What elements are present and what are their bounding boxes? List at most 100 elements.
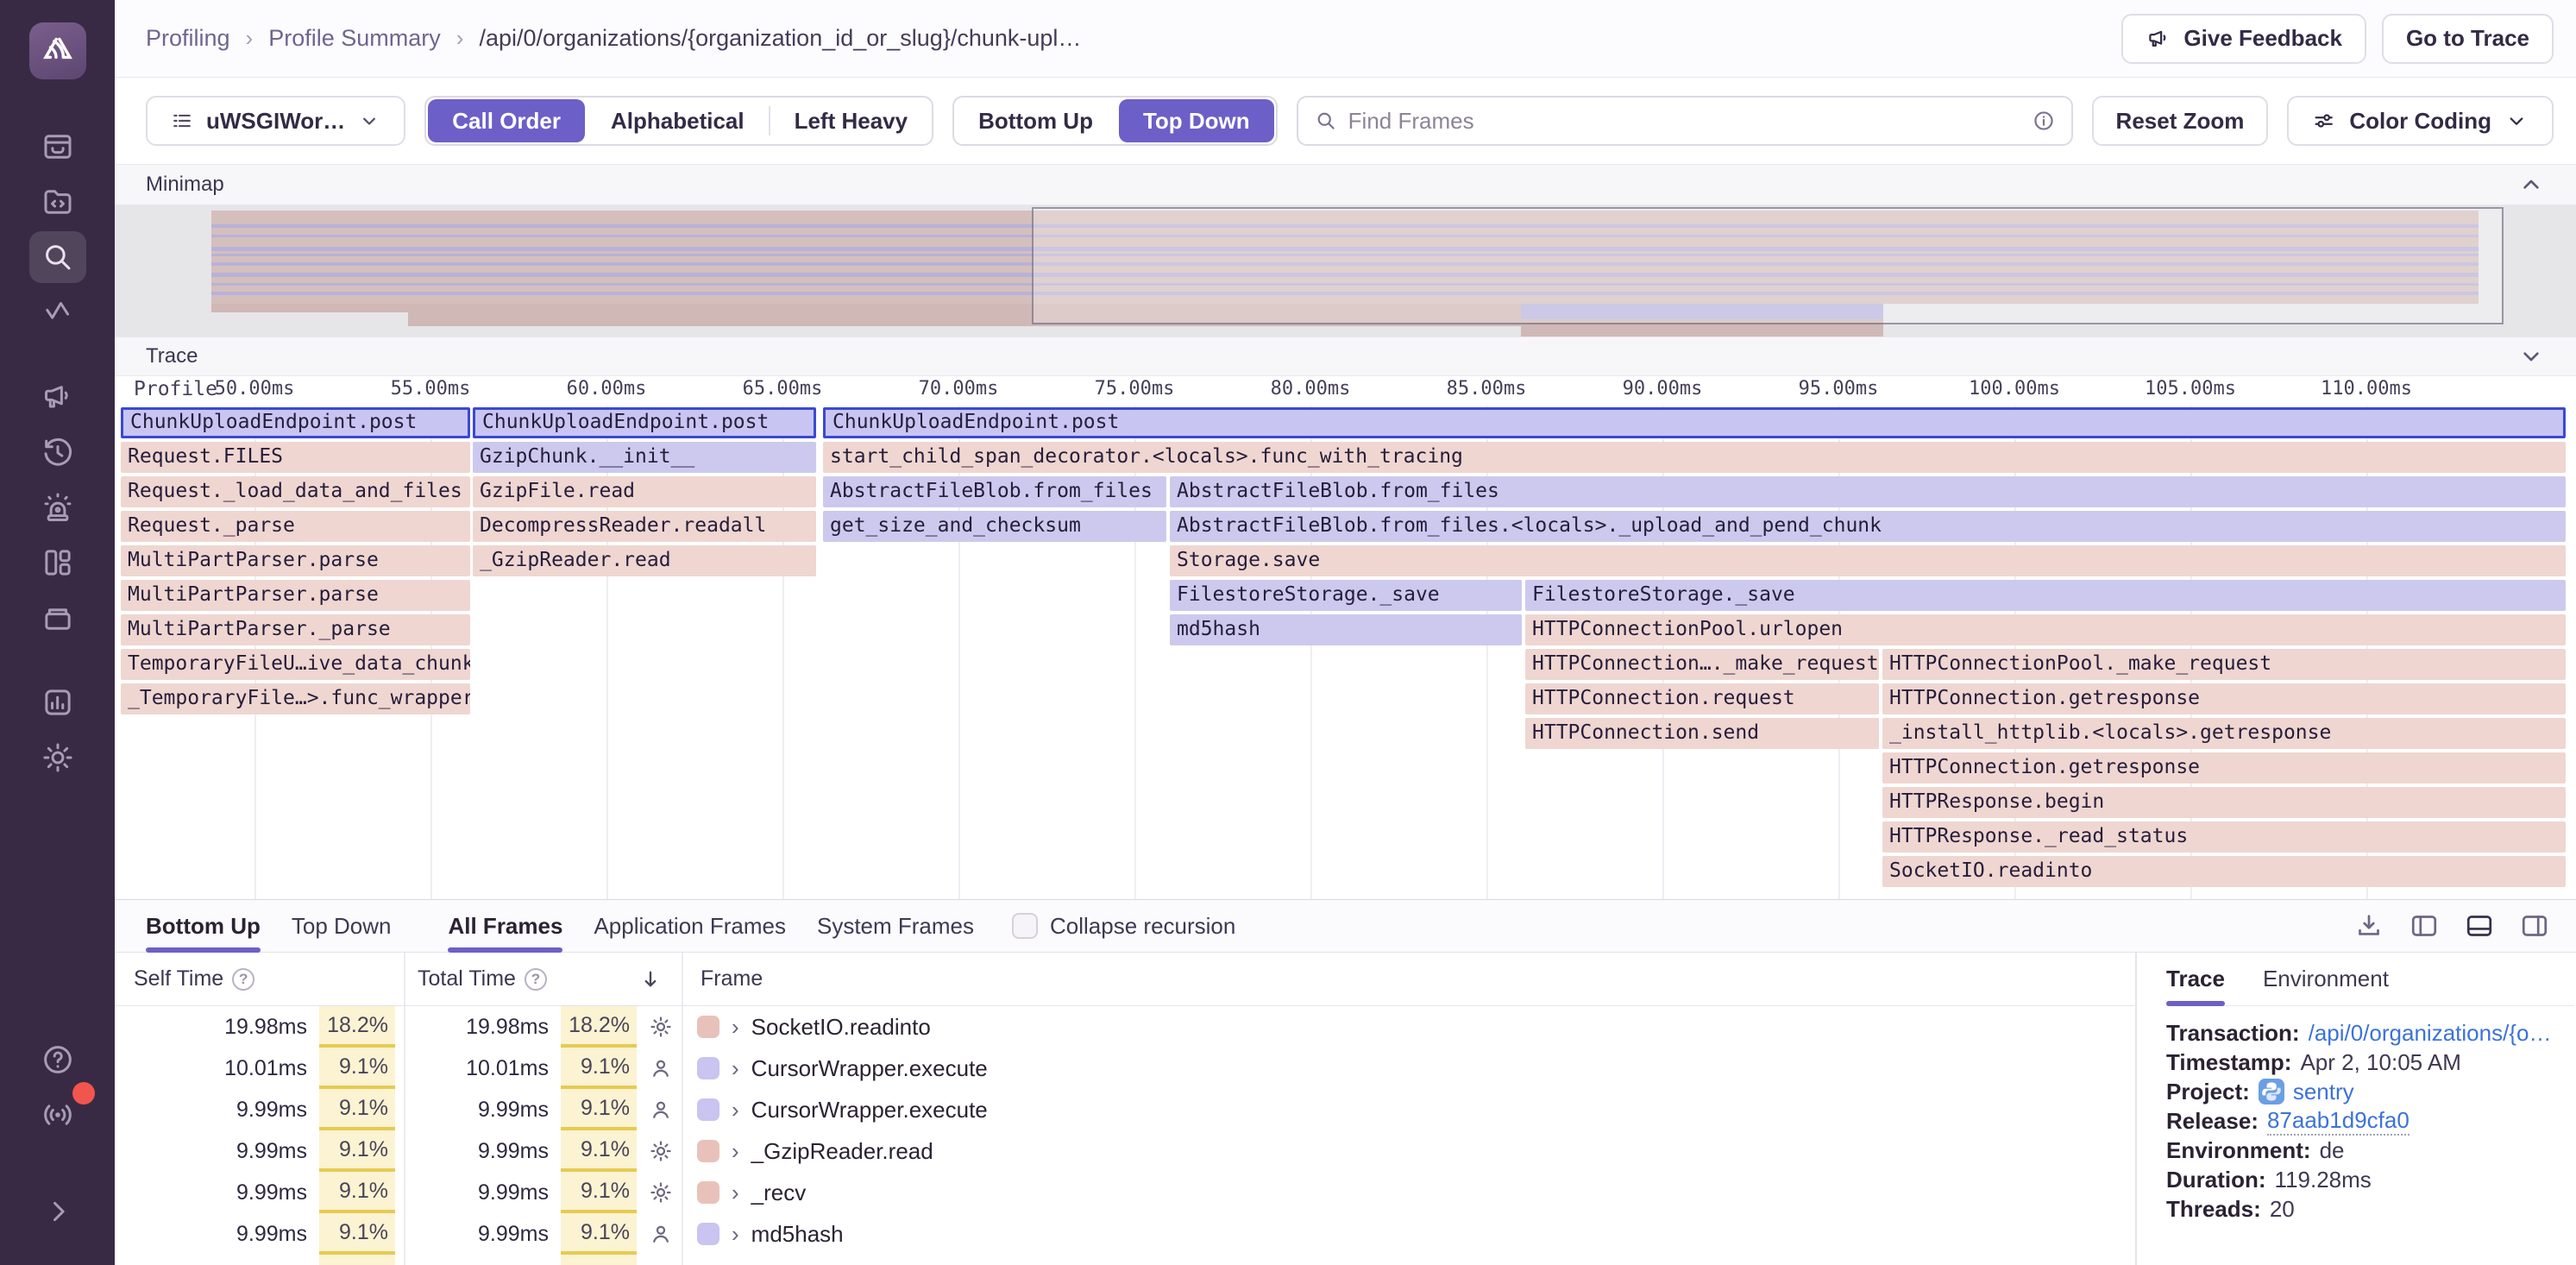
sort-descending-icon[interactable] [638, 967, 663, 991]
flame-frame[interactable]: Storage.save [1170, 545, 2566, 576]
flame-frame[interactable]: Request.FILES [121, 442, 470, 473]
layout-bottom-panel-icon[interactable] [2464, 910, 2495, 941]
layout-right-panel-icon[interactable] [2519, 910, 2550, 941]
alerts-siren-icon[interactable] [29, 481, 86, 533]
whats-new-broadcast-icon[interactable] [29, 1082, 95, 1141]
flame-frame[interactable]: get_size_and_checksum [823, 511, 1166, 542]
breadcrumb-profile-summary[interactable]: Profile Summary [268, 25, 441, 51]
flame-frame[interactable]: ChunkUploadEndpoint.post [823, 407, 2566, 438]
flame-frame[interactable]: HTTPConnection…._make_request [1525, 649, 1879, 680]
flamegraph[interactable]: ChunkUploadEndpoint.post ChunkUploadEndpo… [115, 406, 2576, 899]
flame-frame[interactable]: FilestoreStorage._save [1525, 580, 2566, 611]
collapse-recursion-checkbox[interactable] [1012, 913, 1039, 939]
flame-frame[interactable]: HTTPConnection.getresponse [1882, 683, 2566, 714]
collapse-trace-chevron-down-icon[interactable] [2517, 343, 2545, 370]
table-row[interactable]: 9.99ms 9.1% 9.99ms 9.1% › CursorWrapper.execu… [115, 1089, 2135, 1130]
total-time-header[interactable]: Total Time [418, 966, 516, 991]
reset-zoom-button[interactable]: Reset Zoom [2091, 96, 2269, 146]
table-row[interactable]: 10.01ms 9.1% 10.01ms 9.1% › CursorWrapper.exe… [115, 1048, 2135, 1089]
flame-frame[interactable]: ChunkUploadEndpoint.post [121, 407, 470, 438]
search-icon[interactable] [28, 231, 86, 283]
flame-frame[interactable]: MultiPartParser._parse [121, 614, 470, 645]
detail-value[interactable]: sentry [2292, 1078, 2354, 1105]
flame-frame[interactable]: AbstractFileBlob.from_files [1170, 476, 2566, 507]
expand-chevron-icon[interactable]: › [732, 1179, 739, 1205]
sentry-logo-icon[interactable] [28, 22, 86, 79]
expand-chevron-icon[interactable]: › [732, 1013, 739, 1040]
flame-frame[interactable]: TemporaryFileU…ive_data_chunk [121, 649, 470, 680]
thread-selector-dropdown[interactable]: uWSGIWor… [146, 96, 406, 146]
view-bottom-up[interactable]: Bottom Up [978, 107, 1093, 134]
frame-name[interactable]: SocketIO.readinto [751, 1013, 931, 1040]
issues-tray-icon[interactable] [29, 121, 86, 173]
sort-alphabetical[interactable]: Alphabetical [611, 107, 745, 134]
color-coding-dropdown[interactable]: Color Coding [2287, 96, 2554, 146]
expand-chevron-icon[interactable]: › [732, 1137, 739, 1164]
flame-frame[interactable]: AbstractFileBlob.from_files [823, 476, 1166, 507]
replay-clock-icon[interactable] [29, 426, 86, 478]
tab-bottom-up[interactable]: Bottom Up [146, 900, 261, 953]
tab-application-frames[interactable]: Application Frames [594, 912, 786, 939]
help-circle-icon[interactable]: ? [524, 967, 547, 991]
sort-left-heavy[interactable]: Left Heavy [794, 107, 908, 134]
expand-chevron-icon[interactable] [29, 1186, 86, 1237]
dashboards-layout-icon[interactable] [29, 537, 86, 588]
help-circle-icon[interactable]: ? [232, 967, 255, 991]
flame-frame[interactable]: Request._parse [121, 511, 470, 542]
flame-frame[interactable]: HTTPConnectionPool._make_request [1882, 649, 2566, 680]
frame-name[interactable]: md5hash [751, 1220, 844, 1247]
details-tab-environment[interactable]: Environment [2262, 966, 2389, 991]
frame-name[interactable]: CursorWrapper.execute [751, 1096, 988, 1123]
flame-frame[interactable]: AbstractFileBlob.from_files.<locals>._up… [1170, 511, 2566, 542]
frame-header[interactable]: Frame [701, 966, 763, 991]
flame-frame[interactable]: start_child_span_decorator.<locals>.func… [823, 442, 2566, 473]
table-row[interactable]: 9.99ms 9.1% 9.99ms 9.1% › _recv [115, 1172, 2135, 1213]
sort-call-order[interactable]: Call Order [428, 99, 585, 142]
flame-frame[interactable]: _install_httplib.<locals>.getresponse [1882, 718, 2566, 749]
flame-frame[interactable]: HTTPConnectionPool.urlopen [1525, 614, 2566, 645]
flame-frame[interactable]: SocketIO.readinto [1882, 856, 2566, 887]
tab-top-down[interactable]: Top Down [291, 912, 392, 939]
activity-line-icon[interactable] [29, 286, 86, 338]
table-row[interactable] [115, 1255, 2135, 1265]
stats-chart-icon[interactable] [29, 677, 86, 728]
collapse-minimap-chevron-up-icon[interactable] [2517, 171, 2545, 198]
expand-chevron-icon[interactable]: › [732, 1096, 739, 1123]
flame-frame[interactable]: _GzipReader.read [473, 545, 816, 576]
help-icon[interactable] [29, 1034, 86, 1086]
flame-frame[interactable]: ChunkUploadEndpoint.post [473, 407, 816, 438]
flame-frame[interactable]: DecompressReader.readall [473, 511, 816, 542]
code-folder-icon[interactable] [29, 176, 86, 228]
flame-frame[interactable]: FilestoreStorage._save [1170, 580, 1522, 611]
tab-system-frames[interactable]: System Frames [816, 912, 975, 939]
layout-left-panel-icon[interactable] [2409, 910, 2440, 941]
table-row[interactable]: 9.99ms 9.1% 9.99ms 9.1% › md5hash [115, 1213, 2135, 1255]
table-row[interactable]: 9.99ms 9.1% 9.99ms 9.1% › _GzipReader.read [115, 1130, 2135, 1172]
breadcrumb-profiling[interactable]: Profiling [146, 25, 230, 51]
flame-frame[interactable]: HTTPConnection.getresponse [1882, 752, 2566, 784]
detail-value[interactable]: /api/0/organizations/{organ… [2308, 1019, 2559, 1046]
minimap[interactable] [115, 205, 2576, 337]
flame-frame[interactable]: HTTPConnection.send [1525, 718, 1879, 749]
self-time-header[interactable]: Self Time [134, 966, 224, 991]
megaphone-icon[interactable] [29, 371, 86, 423]
flame-frame[interactable]: MultiPartParser.parse [121, 545, 470, 576]
minimap-viewport[interactable] [1032, 207, 2504, 324]
search-input[interactable] [1348, 107, 2021, 135]
flame-frame[interactable]: HTTPResponse.begin [1882, 787, 2566, 818]
flame-frame[interactable]: HTTPConnection.request [1525, 683, 1879, 714]
flame-frame[interactable]: GzipChunk.__init__ [473, 442, 816, 473]
table-row[interactable]: 19.98ms 18.2% 19.98ms 18.2% › SocketIO.readin… [115, 1006, 2135, 1048]
download-icon[interactable] [2353, 910, 2384, 941]
flame-frame[interactable]: md5hash [1170, 614, 1522, 645]
detail-value[interactable]: 87aab1d9cfa0 [2266, 1107, 2410, 1136]
flame-frame[interactable]: MultiPartParser.parse [121, 580, 470, 611]
settings-gear-icon[interactable] [29, 732, 86, 784]
go-to-trace-button[interactable]: Go to Trace [2381, 13, 2554, 64]
expand-chevron-icon[interactable]: › [732, 1220, 739, 1247]
info-icon[interactable] [2032, 109, 2056, 133]
archive-box-icon[interactable] [29, 592, 86, 644]
expand-chevron-icon[interactable]: › [732, 1054, 739, 1081]
tab-all-frames[interactable]: All Frames [448, 900, 562, 953]
details-tab-trace[interactable]: Trace [2166, 953, 2225, 1006]
